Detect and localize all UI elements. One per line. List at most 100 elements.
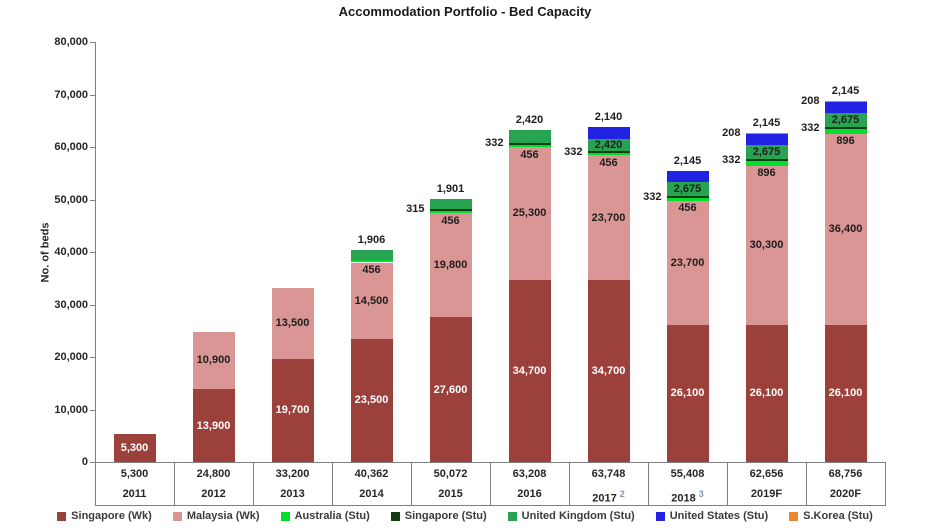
category-total: 50,072	[433, 468, 468, 480]
category-separator-line	[490, 462, 491, 505]
legend-swatch-icon	[280, 511, 290, 521]
bar-segment-singapore-wk-2014	[350, 338, 393, 462]
legend-label: Singapore (Wk)	[71, 510, 152, 522]
bar-segment-malaysia-wk-2019f	[745, 165, 788, 325]
bar-value-label: 34,700	[512, 364, 547, 377]
legend-swatch-icon	[507, 511, 517, 521]
y-tick-label: 40,000	[54, 246, 88, 258]
bar-value-label: 1,901	[436, 183, 465, 196]
bar-value-label: 332	[564, 145, 583, 158]
bar-segment-malaysia-wk-2020f	[824, 133, 867, 325]
category-separator-line	[253, 462, 254, 505]
category-total: 63,748	[591, 468, 626, 480]
legend-label: United Kingdom (Stu)	[521, 510, 635, 522]
bar-value-label: 2,145	[752, 117, 781, 130]
bar-value-label: 26,100	[828, 387, 863, 400]
category-year: 2014	[359, 488, 384, 500]
y-tick-label: 80,000	[54, 36, 88, 48]
y-tick-label: 70,000	[54, 88, 88, 101]
bar-value-label: 1,906	[357, 234, 386, 247]
category-separator-line	[332, 462, 333, 505]
bar-segment-malaysia-wk-2013	[271, 287, 314, 359]
bar-segment-singapore-stu-2020f	[824, 127, 867, 130]
bar-value-label: 2,420	[515, 114, 544, 127]
bar-segment-united-states-stu-2020f	[824, 102, 867, 114]
legend-item-australia-stu: Australia (Stu)	[280, 510, 370, 522]
legend-swatch-icon	[390, 511, 400, 521]
bar-segment-malaysia-wk-2014	[350, 262, 393, 339]
y-tick-label: 0	[81, 456, 88, 468]
legend-item-united-kingdom-stu: United Kingdom (Stu)	[507, 510, 635, 522]
bar-segment-united-states-stu-2018	[666, 171, 709, 183]
legend-item-s-korea-stu: S.Korea (Stu)	[789, 510, 873, 522]
bar-segment-united-states-stu-2017	[587, 127, 630, 139]
bar-value-label: 456	[678, 202, 697, 215]
y-tick-mark	[90, 94, 95, 96]
bar-segment-singapore-wk-2020f	[824, 324, 867, 462]
bar-segment-malaysia-wk-2017	[587, 155, 630, 280]
bar-value-label: 34,700	[591, 364, 626, 377]
bar-value-label: 27,600	[433, 383, 468, 396]
bar-value-label: 315	[406, 203, 425, 216]
y-tick-mark	[90, 42, 95, 43]
category-year: 2017 2	[592, 489, 625, 505]
bar-value-label: 332	[801, 121, 820, 134]
bar-segment-singapore-wk-2012	[192, 389, 235, 462]
bar-value-label: 2,140	[594, 111, 623, 124]
bar-segment-singapore-stu-2018	[666, 196, 709, 199]
y-tick-mark	[90, 462, 95, 463]
bar-segment-malaysia-wk-2012	[192, 331, 235, 390]
category-year: 2018 3	[671, 489, 704, 505]
bar-value-label: 456	[362, 264, 381, 276]
bar-segment-malaysia-wk-2018	[666, 200, 709, 325]
footnote-marker: 2	[619, 489, 625, 499]
bar-value-label: 13,500	[275, 317, 310, 330]
bar-value-label: 26,100	[670, 387, 705, 400]
y-tick-mark	[90, 199, 95, 201]
category-total: 62,656	[749, 468, 784, 480]
category-total: 55,408	[670, 468, 705, 480]
bar-value-label: 332	[643, 190, 662, 203]
bar-value-label: 19,700	[275, 404, 310, 417]
bar-value-label: 332	[722, 153, 741, 166]
bar-segment-singapore-wk-2017	[587, 279, 630, 462]
bar-segment-singapore-wk-2019f	[745, 324, 788, 462]
bar-value-label: 896	[757, 167, 776, 180]
legend-label: S.Korea (Stu)	[803, 510, 873, 522]
bar-value-label: 13,900	[196, 419, 231, 432]
bar-segment-singapore-wk-2016	[508, 279, 551, 462]
y-tick-mark	[90, 409, 95, 411]
y-tick-mark	[90, 147, 95, 148]
bar-value-label: 2,145	[673, 155, 702, 168]
bar-value-label: 2,675	[673, 183, 702, 196]
bar-value-label: 30,300	[749, 239, 784, 252]
y-tick-label: 50,000	[54, 193, 88, 206]
bar-value-label: 26,100	[749, 387, 784, 400]
bar-segment-singapore-stu-2019f	[745, 159, 788, 162]
y-tick-label: 10,000	[54, 403, 88, 416]
bar-value-label: 2,675	[831, 114, 860, 127]
bar-segment-united-kingdom-stu-2020f	[824, 113, 867, 128]
bar-segment-s-korea-stu-2019f	[745, 133, 788, 135]
table-bottom-line	[95, 505, 886, 506]
bar-value-label: 2,420	[594, 138, 623, 151]
bar-value-label: 36,400	[828, 223, 863, 236]
legend-item-malaysia-wk: Malaysia (Wk)	[172, 510, 260, 522]
bar-segment-singapore-wk-2018	[666, 324, 709, 462]
category-year: 2015	[438, 488, 463, 500]
y-tick-mark	[90, 357, 95, 358]
bar-segment-australia-stu-2014	[350, 260, 393, 263]
bar-segment-singapore-wk-2015	[429, 317, 472, 462]
footnote-marker: 3	[698, 489, 704, 499]
bar-value-label: 456	[441, 214, 460, 227]
category-separator-line	[727, 462, 728, 505]
bar-value-label: 896	[836, 135, 855, 148]
bar-segment-singapore-stu-2015	[429, 209, 472, 211]
bar-value-label: 14,500	[354, 294, 389, 307]
bar-segment-united-kingdom-stu-2016	[508, 130, 551, 143]
category-year: 2020F	[829, 488, 862, 500]
bar-segment-australia-stu-2017	[587, 153, 630, 156]
bar-segment-malaysia-wk-2015	[429, 213, 472, 318]
category-separator-line	[569, 462, 570, 505]
